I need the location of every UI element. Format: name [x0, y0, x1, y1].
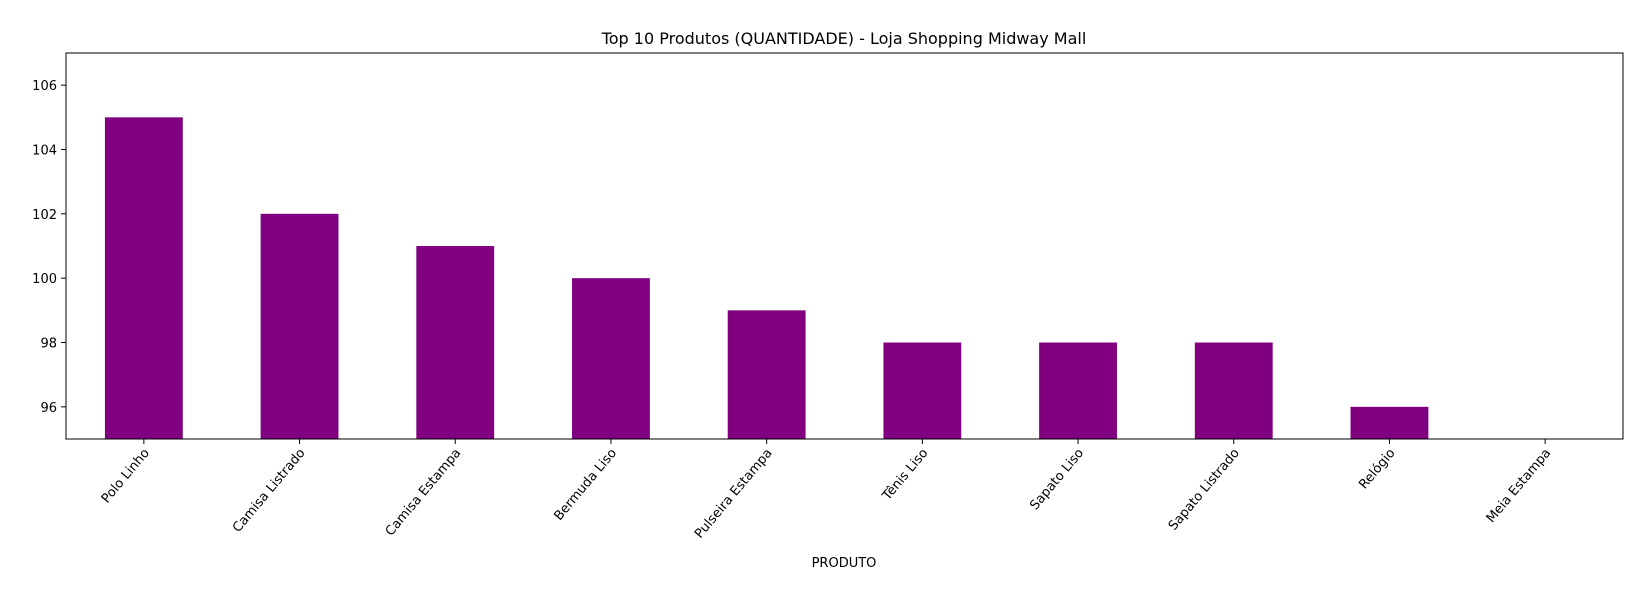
bar-5: [883, 342, 962, 439]
bar-1: [260, 213, 339, 439]
x-axis: Polo Linho Camisa Listrado Camisa Estampa B…: [99, 439, 1554, 542]
bar-8: [1350, 406, 1429, 439]
x-tick-label-6: Sapato Liso: [1027, 446, 1087, 513]
x-tick-label-1: Camisa Listrado: [230, 446, 309, 536]
y-axis: 96 98 100 102 104 106: [32, 79, 66, 416]
bar-6: [1039, 342, 1117, 439]
x-tick-label-5: Tênis Liso: [879, 446, 931, 504]
y-tick-label-1: 98: [40, 337, 57, 352]
x-tick-label-7: Sapato Listrado: [1166, 446, 1243, 534]
chart-title: Top 10 Produtos (QUANTIDADE) - Loja Shop…: [601, 29, 1087, 48]
bars-group: [104, 117, 1429, 439]
x-tick-label-4: Pulseira Estampa: [692, 446, 776, 542]
bar-7: [1194, 342, 1273, 439]
x-axis-label: PRODUTO: [812, 556, 877, 571]
y-tick-label-0: 96: [40, 401, 57, 416]
bar-4: [727, 310, 806, 439]
x-tick-label-2: Camisa Estampa: [383, 446, 465, 539]
y-tick-label-2: 100: [32, 272, 57, 287]
y-tick-label-5: 106: [32, 79, 57, 94]
bar-0: [104, 117, 183, 439]
y-tick-label-4: 104: [32, 144, 57, 159]
bar-3: [572, 278, 650, 439]
plot-frame: [65, 52, 1624, 440]
y-tick-label-3: 102: [32, 208, 57, 223]
x-tick-label-8: Relógio: [1356, 446, 1398, 492]
x-tick-label-0: Polo Linho: [99, 446, 153, 506]
bar-2: [416, 246, 495, 439]
x-tick-label-9: Meia Estampa: [1484, 446, 1555, 526]
x-tick-label-3: Bermuda Liso: [551, 446, 620, 524]
